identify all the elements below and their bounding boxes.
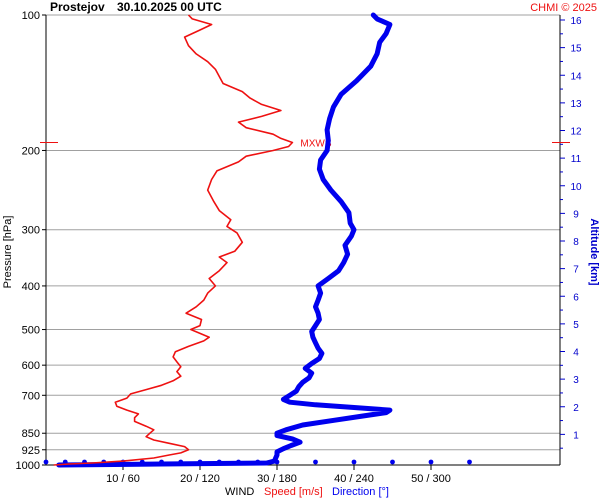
altitude-tick-label: 5 bbox=[573, 320, 579, 331]
direction-surface-point bbox=[236, 459, 241, 465]
pressure-tick-label: 500 bbox=[22, 325, 40, 337]
datetime: 30.10.2025 00 UTC bbox=[117, 0, 222, 14]
direction-surface-point bbox=[62, 459, 68, 465]
altitude-tick-label: 15 bbox=[570, 44, 582, 55]
pressure-tick-label: 100 bbox=[22, 10, 40, 22]
wind-tick-label: 20 / 120 bbox=[180, 473, 220, 485]
direction-surface-point bbox=[274, 459, 280, 465]
wind-tick-label: 50 / 300 bbox=[411, 473, 451, 485]
wind-axis: 10 / 60 20 / 120 30 / 180 40 / 240 50 / 300 bbox=[106, 465, 451, 485]
direction-surface-point bbox=[139, 459, 145, 465]
altitude-tick-label: 1 bbox=[573, 430, 579, 441]
max-wind-marker: MXWS bbox=[40, 138, 570, 149]
altitude-tick-label: 11 bbox=[571, 154, 582, 165]
direction-surface-point bbox=[178, 459, 184, 465]
copyright: CHMI © 2025 bbox=[530, 2, 597, 14]
max-wind-label: MXWS bbox=[300, 138, 331, 149]
altitude-tick-label: 4 bbox=[573, 348, 579, 359]
direction-surface-point bbox=[159, 459, 164, 465]
y-axis-label: Pressure [hPa] bbox=[2, 216, 14, 289]
direction-surface-point bbox=[428, 459, 434, 465]
x-axis-label-wind: WIND bbox=[225, 486, 254, 498]
altitude-tick-label: 7 bbox=[573, 265, 579, 276]
altitude-tick-label: 2 bbox=[573, 403, 579, 414]
speed-series-line bbox=[53, 14, 294, 466]
wind-tick-label: 10 / 60 bbox=[106, 473, 140, 485]
altitude-tick-label: 3 bbox=[573, 375, 579, 386]
direction-surface-point bbox=[43, 459, 49, 465]
y-axis-right-label: Altitude [km] bbox=[588, 218, 600, 286]
station-name: Prostejov bbox=[50, 0, 105, 14]
plot-background bbox=[46, 15, 560, 465]
pressure-tick-label: 400 bbox=[22, 281, 40, 293]
direction-surface-point bbox=[216, 459, 222, 465]
altitude-tick-label: 10 bbox=[570, 182, 582, 193]
pressure-tick-label: 300 bbox=[22, 225, 40, 237]
altitude-tick-label: 12 bbox=[570, 127, 582, 138]
direction-surface-point bbox=[313, 459, 318, 465]
pressure-tick-label: 1000 bbox=[16, 460, 40, 472]
x-axis-label-speed: Speed [m/s] bbox=[264, 486, 323, 498]
x-axis-label-direction: Direction [°] bbox=[332, 486, 389, 498]
pressure-tick-label: 925 bbox=[22, 445, 40, 457]
series-group bbox=[43, 12, 472, 468]
altitude-tick-label: 16 bbox=[570, 16, 582, 27]
altitude-tick-label: 8 bbox=[573, 237, 579, 248]
pressure-tick-label: 700 bbox=[22, 390, 40, 402]
wind-tick-label: 40 / 240 bbox=[334, 473, 374, 485]
altitude-tick-label: 9 bbox=[573, 209, 579, 220]
wind-tick-label: 30 / 180 bbox=[257, 473, 297, 485]
altitude-tick-label: 6 bbox=[573, 292, 579, 303]
pressure-tick-label: 850 bbox=[22, 428, 40, 440]
direction-surface-point bbox=[351, 459, 357, 465]
pressure-axis: 100 200 300 400 500 600 700 850 925 1000 bbox=[16, 10, 46, 472]
altitude-tick-label: 14 bbox=[570, 71, 582, 82]
direction-surface-point bbox=[467, 459, 472, 465]
direction-surface-point bbox=[197, 459, 203, 465]
direction-series-line bbox=[56, 12, 393, 468]
direction-surface-point bbox=[390, 459, 395, 465]
pressure-tick-label: 600 bbox=[22, 360, 40, 372]
pressure-tick-label: 200 bbox=[22, 145, 40, 157]
altitude-tick-label: 13 bbox=[570, 99, 582, 110]
direction-surface-point bbox=[255, 459, 261, 465]
